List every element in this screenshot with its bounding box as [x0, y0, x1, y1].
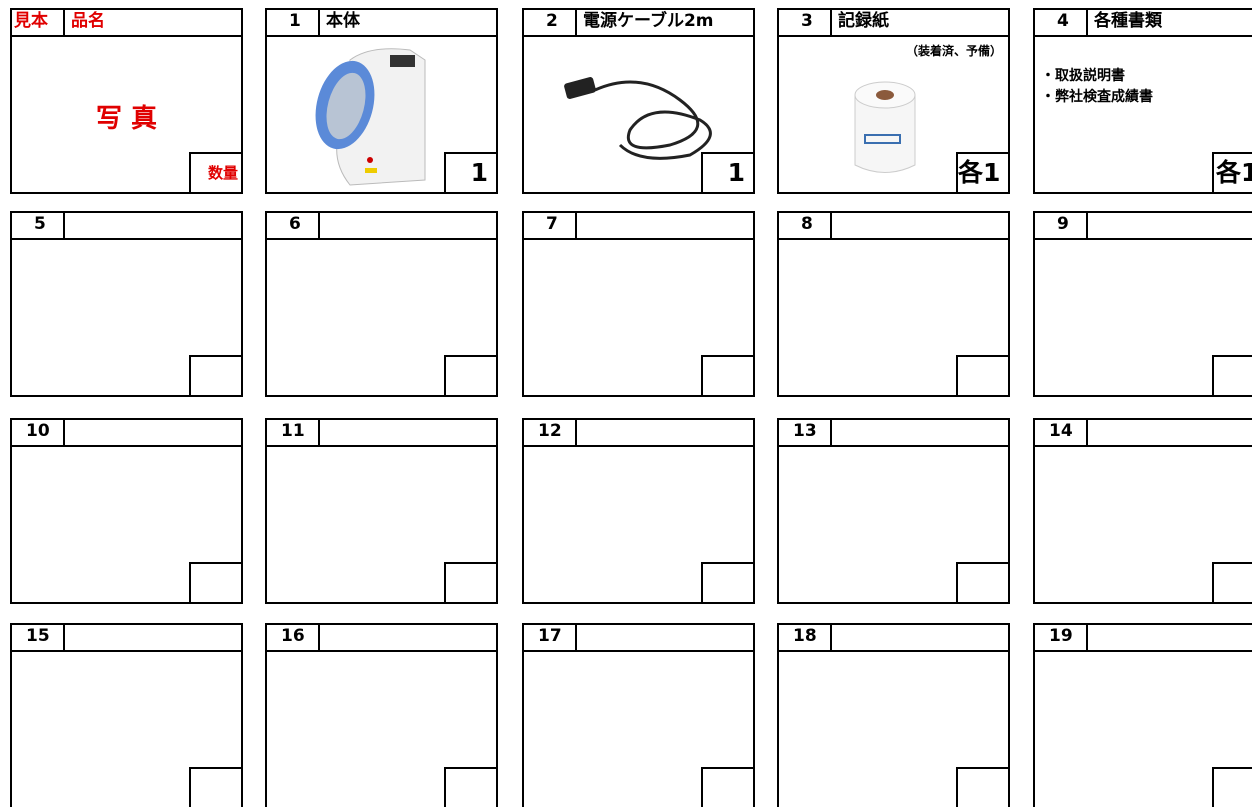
card: 3 記録紙 （装着済、予備） 各1 — [777, 8, 1010, 194]
item-quantity — [701, 767, 753, 807]
card-header: 3 記録紙 — [779, 10, 1008, 37]
item-quantity: 各1 — [1212, 152, 1252, 192]
card-header: 9 — [1035, 213, 1252, 240]
card: 15 — [10, 623, 243, 807]
item-quantity — [444, 562, 496, 602]
card-header: 4 各種書類 — [1035, 10, 1252, 37]
item-number: 18 — [779, 625, 832, 650]
item-number: 2 — [524, 10, 577, 35]
item-name: 本体 — [326, 11, 360, 31]
item-number: 1 — [267, 10, 320, 35]
item-number: 15 — [12, 625, 65, 650]
item-number: 19 — [1035, 625, 1088, 650]
item-number: 13 — [779, 420, 832, 445]
item-name: 電源ケーブル2m — [583, 11, 714, 31]
card: 6 — [265, 211, 498, 397]
item-quantity — [444, 767, 496, 807]
item-quantity — [189, 355, 241, 395]
card-header: 10 — [12, 420, 241, 447]
card-header: 8 — [779, 213, 1008, 240]
item-number: 3 — [779, 10, 832, 35]
item-note: （装着済、予備） — [905, 44, 1002, 58]
sample-quantity: 数量 — [189, 152, 241, 192]
card: 4 各種書類・取扱説明書・弊社検査成績書各1 — [1033, 8, 1252, 194]
item-number: 5 — [12, 213, 65, 238]
item-number: 4 — [1035, 10, 1088, 35]
card-header: 13 — [779, 420, 1008, 447]
card-header: 16 — [267, 625, 496, 652]
card-header: 12 — [524, 420, 753, 447]
item-quantity — [1212, 562, 1252, 602]
item-number: 17 — [524, 625, 577, 650]
card: 1 本体 1 — [265, 8, 498, 194]
card: 14 — [1033, 418, 1252, 604]
device-illustration — [315, 48, 426, 186]
sample-name: 品名 — [71, 11, 105, 31]
card-header: 7 — [524, 213, 753, 240]
card: 13 — [777, 418, 1010, 604]
item-quantity — [956, 355, 1008, 395]
card-header: 11 — [267, 420, 496, 447]
card: 10 — [10, 418, 243, 604]
card-header: 14 — [1035, 420, 1252, 447]
card: 19 — [1033, 623, 1252, 807]
item-notes: ・取扱説明書・弊社検査成績書 — [1041, 66, 1153, 108]
item-number: 10 — [12, 420, 65, 445]
card: 18 — [777, 623, 1010, 807]
card-header: 17 — [524, 625, 753, 652]
card-header: 15 — [12, 625, 241, 652]
item-quantity — [956, 562, 1008, 602]
note-line: ・取扱説明書 — [1041, 68, 1125, 84]
card: 7 — [522, 211, 755, 397]
item-number: 11 — [267, 420, 320, 445]
item-number: 8 — [779, 213, 832, 238]
card: 9 — [1033, 211, 1252, 397]
paper-roll-illustration — [854, 81, 916, 173]
item-quantity — [444, 355, 496, 395]
card: 8 — [777, 211, 1010, 397]
item-number: 12 — [524, 420, 577, 445]
card: 12 — [522, 418, 755, 604]
card-header: 1 本体 — [267, 10, 496, 37]
sample-photo: 写 真 — [95, 104, 158, 134]
item-quantity — [189, 562, 241, 602]
cable-illustration — [564, 77, 712, 160]
item-quantity: 1 — [701, 152, 753, 192]
item-number: 9 — [1035, 213, 1088, 238]
item-quantity — [701, 355, 753, 395]
card: 5 — [10, 211, 243, 397]
card-header: 18 — [779, 625, 1008, 652]
item-quantity — [1212, 355, 1252, 395]
item-quantity: 1 — [444, 152, 496, 192]
item-quantity — [701, 562, 753, 602]
item-quantity: 各1 — [956, 152, 1008, 192]
card-header: 見本 品名 — [12, 10, 241, 37]
item-quantity — [189, 767, 241, 807]
card-header: 6 — [267, 213, 496, 240]
item-name: 記録紙 — [838, 11, 889, 31]
card-header: 19 — [1035, 625, 1252, 652]
item-quantity — [956, 767, 1008, 807]
card: 17 — [522, 623, 755, 807]
card-header: 5 — [12, 213, 241, 240]
card: 16 — [265, 623, 498, 807]
item-number: 16 — [267, 625, 320, 650]
card-header: 2 電源ケーブル2m — [524, 10, 753, 37]
item-quantity — [1212, 767, 1252, 807]
note-line: ・弊社検査成績書 — [1041, 89, 1153, 105]
item-number: 14 — [1035, 420, 1088, 445]
card: 11 — [265, 418, 498, 604]
card: 見本 品名写 真数量 — [10, 8, 243, 194]
item-number: 6 — [267, 213, 320, 238]
sample-number: 見本 — [12, 10, 65, 35]
item-number: 7 — [524, 213, 577, 238]
item-name: 各種書類 — [1094, 11, 1162, 31]
card: 2 電源ケーブル2m 1 — [522, 8, 755, 194]
